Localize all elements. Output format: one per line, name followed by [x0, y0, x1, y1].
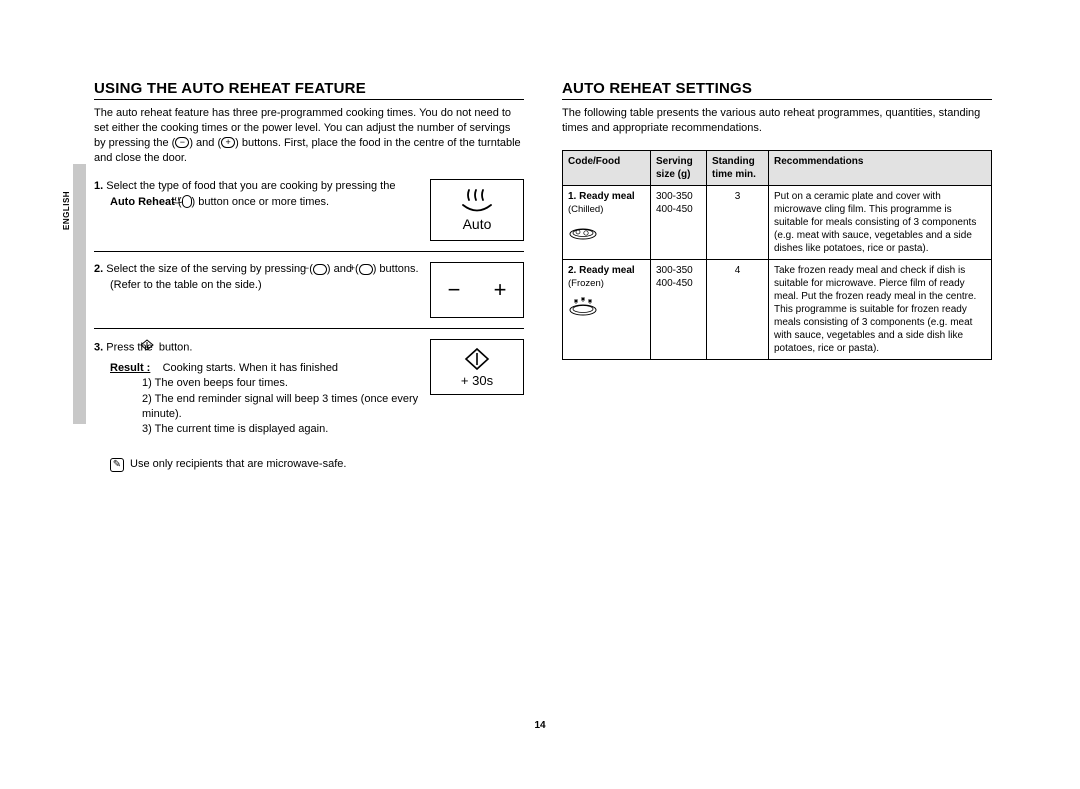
result-text: Cooking starts. When it has finished [163, 362, 338, 374]
panel-plus-icon: + [494, 277, 507, 303]
result-sublist: The oven beeps four times. The end remin… [94, 376, 420, 438]
step-2-text: 2. Select the size of the serving by pre… [94, 262, 420, 318]
row2-time: 4 [707, 259, 769, 359]
page-number: 14 [0, 720, 1080, 731]
panel-minus-icon: − [448, 277, 461, 303]
start-panel: + 30s [430, 339, 524, 395]
table-row: 1. Ready meal (Chilled) 300-350400-450 3… [563, 185, 992, 259]
step-1: 1. Select the type of food that you are … [94, 179, 524, 252]
row2-rec: Take frozen ready meal and check if dish… [769, 259, 992, 359]
reheat-table: Code/Food Servingsize (g) Standingtime m… [562, 150, 992, 360]
step-2: 2. Select the size of the serving by pre… [94, 262, 524, 329]
note-icon: ✎ [110, 458, 124, 472]
step-3: 3. Press the button. Result : Cooking st… [94, 339, 524, 447]
result-block: Result : Cooking starts. When it has fin… [94, 361, 420, 376]
step1-bold: Auto Reheat [110, 196, 175, 208]
language-tab: ENGLISH [62, 191, 71, 230]
pm-row: − + [431, 277, 523, 303]
plus30-label: + 30s [461, 373, 493, 388]
th-rec: Recommendations [769, 150, 992, 185]
right-intro: The following table presents the various… [562, 106, 992, 136]
page-content: USING THE AUTO REHEAT FEATURE The auto r… [94, 80, 994, 472]
result-label: Result : [110, 362, 150, 374]
auto-reheat-panel: Auto [430, 179, 524, 241]
row1-rec: Put on a ceramic plate and cover with mi… [769, 185, 992, 259]
reheat-inline-icon [182, 195, 192, 208]
left-column: USING THE AUTO REHEAT FEATURE The auto r… [94, 80, 524, 472]
step-3-num: 3. [94, 342, 106, 354]
plus-icon: + [221, 137, 235, 148]
step-1-num: 1. [94, 180, 106, 192]
row2-serving: 300-350400-450 [651, 259, 707, 359]
row2-code-label: 2. Ready meal [568, 265, 635, 276]
sub1: The oven beeps four times. [142, 376, 420, 391]
step-2-num: 2. [94, 263, 106, 275]
note-text: Use only recipients that are microwave-s… [130, 458, 346, 472]
auto-label: Auto [463, 216, 492, 232]
step3-b: button. [156, 342, 193, 354]
row1-sub: (Chilled) [568, 204, 603, 215]
th-code: Code/Food [563, 150, 651, 185]
row1-time: 3 [707, 185, 769, 259]
minus-icon-2: − [313, 264, 327, 275]
step1-a: Select the type of food that you are coo… [106, 180, 395, 192]
steam-dish-icon [459, 188, 495, 214]
chilled-meal-icon [568, 222, 645, 244]
step-1-text: 1. Select the type of food that you are … [94, 179, 420, 241]
row1-code-label: 1. Ready meal [568, 191, 635, 202]
row2-sub: (Frozen) [568, 278, 604, 289]
th-serving: Servingsize (g) [651, 150, 707, 185]
minus-icon: − [175, 137, 189, 148]
th-standing: Standingtime min. [707, 150, 769, 185]
row1-serving: 300-350400-450 [651, 185, 707, 259]
step2-a: Select the size of the serving by pressi… [106, 263, 313, 275]
right-column: AUTO REHEAT SETTINGS The following table… [562, 80, 992, 472]
table-row: 2. Ready meal (Frozen) 300-350400-450 4 … [563, 259, 992, 359]
frozen-meal-icon [568, 296, 645, 320]
plus-icon-2: + [359, 264, 373, 275]
step1-c: ) button once or more times. [192, 196, 330, 208]
note: ✎ Use only recipients that are microwave… [94, 458, 524, 472]
row2-code: 2. Ready meal (Frozen) [563, 259, 651, 359]
sub2: The end reminder signal will beep 3 time… [142, 392, 420, 423]
step-3-text: 3. Press the button. Result : Cooking st… [94, 339, 420, 437]
intro-text-b: ) and ( [189, 137, 221, 149]
sub3: The current time is displayed again. [142, 422, 420, 437]
row1-code: 1. Ready meal (Chilled) [563, 185, 651, 259]
left-intro: The auto reheat feature has three pre-pr… [94, 106, 524, 165]
plus-minus-panel: − + [430, 262, 524, 318]
right-heading: AUTO REHEAT SETTINGS [562, 80, 992, 100]
language-tab-bg [73, 164, 86, 424]
start-diamond-icon [464, 347, 490, 371]
left-heading: USING THE AUTO REHEAT FEATURE [94, 80, 524, 100]
